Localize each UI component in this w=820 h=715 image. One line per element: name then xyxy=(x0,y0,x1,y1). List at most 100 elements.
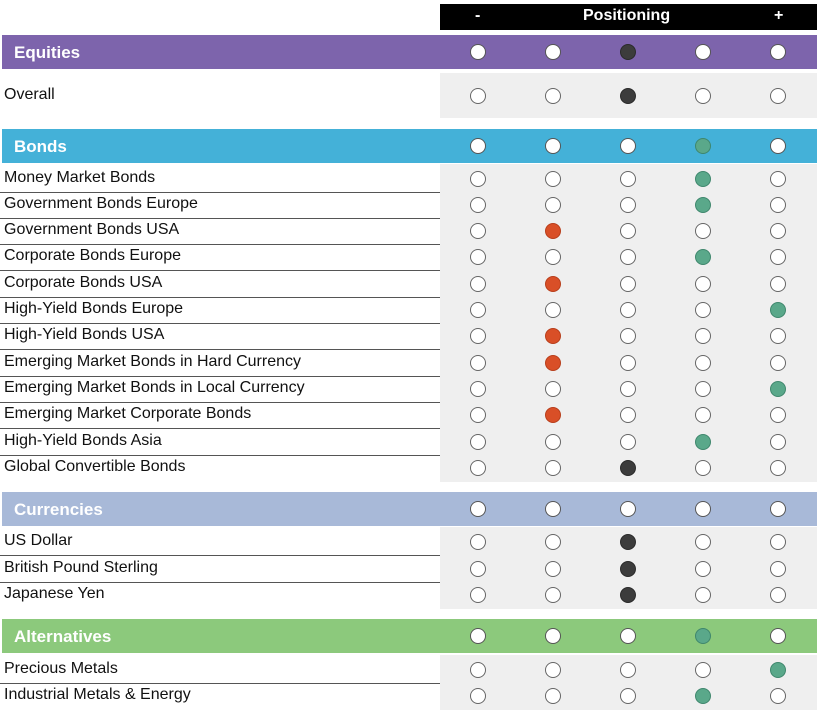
positioning-marker-empty xyxy=(470,276,486,292)
band-indicator-dot xyxy=(695,138,711,154)
section-band: Currencies xyxy=(2,492,817,526)
positioning-marker-empty xyxy=(470,534,486,550)
positioning-marker-empty xyxy=(545,561,561,577)
asset-label: Precious Metals xyxy=(4,660,118,677)
positioning-marker-empty xyxy=(695,355,711,371)
row-divider xyxy=(0,582,440,583)
positioning-marker-empty xyxy=(695,662,711,678)
band-indicator-dot xyxy=(620,501,636,517)
positioning-marker-empty xyxy=(620,434,636,450)
row-divider xyxy=(0,270,440,271)
positioning-marker-empty xyxy=(770,534,786,550)
positioning-marker-filled xyxy=(770,381,786,397)
positioning-marker-empty xyxy=(470,88,486,104)
positioning-marker-empty xyxy=(695,302,711,318)
positioning-marker-empty xyxy=(770,355,786,371)
positioning-marker-filled xyxy=(620,88,636,104)
positioning-marker-empty xyxy=(620,355,636,371)
positioning-marker-empty xyxy=(470,561,486,577)
band-indicator-dot xyxy=(695,501,711,517)
positioning-marker-empty xyxy=(695,88,711,104)
asset-label: High-Yield Bonds Europe xyxy=(4,300,184,317)
band-indicator-dot xyxy=(470,138,486,154)
positioning-marker-empty xyxy=(770,407,786,423)
positioning-marker-empty xyxy=(620,197,636,213)
positioning-marker-filled xyxy=(770,662,786,678)
positioning-marker-empty xyxy=(545,662,561,678)
positioning-marker-empty xyxy=(620,328,636,344)
positioning-marker-empty xyxy=(470,249,486,265)
asset-label: Japanese Yen xyxy=(4,585,105,602)
positioning-marker-empty xyxy=(470,662,486,678)
asset-label: Government Bonds USA xyxy=(4,221,180,238)
row-divider xyxy=(0,376,440,377)
band-indicator-dot xyxy=(620,44,636,60)
positioning-marker-empty xyxy=(770,88,786,104)
positioning-marker-filled xyxy=(695,197,711,213)
band-indicator-dot xyxy=(470,44,486,60)
positioning-marker-filled xyxy=(695,434,711,450)
positioning-marker-empty xyxy=(695,534,711,550)
positioning-marker-filled xyxy=(695,249,711,265)
positioning-marker-empty xyxy=(470,197,486,213)
row-divider xyxy=(0,349,440,350)
band-indicator-dot xyxy=(545,628,561,644)
band-indicator-dot xyxy=(620,628,636,644)
row-divider xyxy=(0,428,440,429)
positioning-marker-empty xyxy=(695,381,711,397)
positioning-marker-empty xyxy=(695,407,711,423)
band-indicator-dot xyxy=(770,138,786,154)
positioning-header: - Positioning + xyxy=(440,4,817,30)
positioning-marker-empty xyxy=(620,171,636,187)
asset-label: British Pound Sterling xyxy=(4,559,158,576)
band-indicator-dot xyxy=(545,501,561,517)
positioning-marker-empty xyxy=(770,249,786,265)
positioning-marker-filled xyxy=(620,534,636,550)
asset-label: Money Market Bonds xyxy=(4,169,156,186)
band-indicator-dot xyxy=(545,138,561,154)
asset-label: High-Yield Bonds Asia xyxy=(4,432,162,449)
positioning-marker-empty xyxy=(545,460,561,476)
band-indicator-dot xyxy=(770,501,786,517)
section-title: Equities xyxy=(14,43,81,62)
positioning-marker-empty xyxy=(695,328,711,344)
positioning-marker-filled xyxy=(545,407,561,423)
header-plus-label: + xyxy=(774,7,784,24)
positioning-marker-empty xyxy=(770,460,786,476)
positioning-marker-filled xyxy=(695,171,711,187)
positioning-marker-empty xyxy=(695,460,711,476)
positioning-marker-empty xyxy=(770,561,786,577)
section-band: Alternatives xyxy=(2,619,817,653)
positioning-marker-empty xyxy=(545,534,561,550)
positioning-grid-background xyxy=(440,164,817,482)
row-divider xyxy=(0,455,440,456)
band-indicator-dot xyxy=(695,44,711,60)
band-indicator-dot xyxy=(770,44,786,60)
band-indicator-dot xyxy=(695,628,711,644)
positioning-marker-empty xyxy=(770,197,786,213)
row-divider xyxy=(0,402,440,403)
positioning-marker-empty xyxy=(770,587,786,603)
positioning-marker-empty xyxy=(470,355,486,371)
positioning-marker-filled xyxy=(545,276,561,292)
header-minus-label: - xyxy=(475,7,481,24)
asset-label: High-Yield Bonds USA xyxy=(4,326,165,343)
header-title: Positioning xyxy=(583,7,671,24)
asset-label: Corporate Bonds USA xyxy=(4,274,163,291)
section-band: Bonds xyxy=(2,129,817,163)
row-divider xyxy=(0,683,440,684)
asset-label: Overall xyxy=(4,86,55,103)
row-divider xyxy=(0,555,440,556)
section-band: Equities xyxy=(2,35,817,69)
positioning-marker-empty xyxy=(770,434,786,450)
positioning-marker-empty xyxy=(620,223,636,239)
positioning-marker-empty xyxy=(545,249,561,265)
row-divider xyxy=(0,244,440,245)
positioning-marker-empty xyxy=(770,223,786,239)
band-indicator-dot xyxy=(770,628,786,644)
positioning-marker-filled xyxy=(620,587,636,603)
positioning-marker-empty xyxy=(470,587,486,603)
positioning-marker-empty xyxy=(695,587,711,603)
asset-label: Industrial Metals & Energy xyxy=(4,686,191,703)
positioning-marker-empty xyxy=(545,434,561,450)
